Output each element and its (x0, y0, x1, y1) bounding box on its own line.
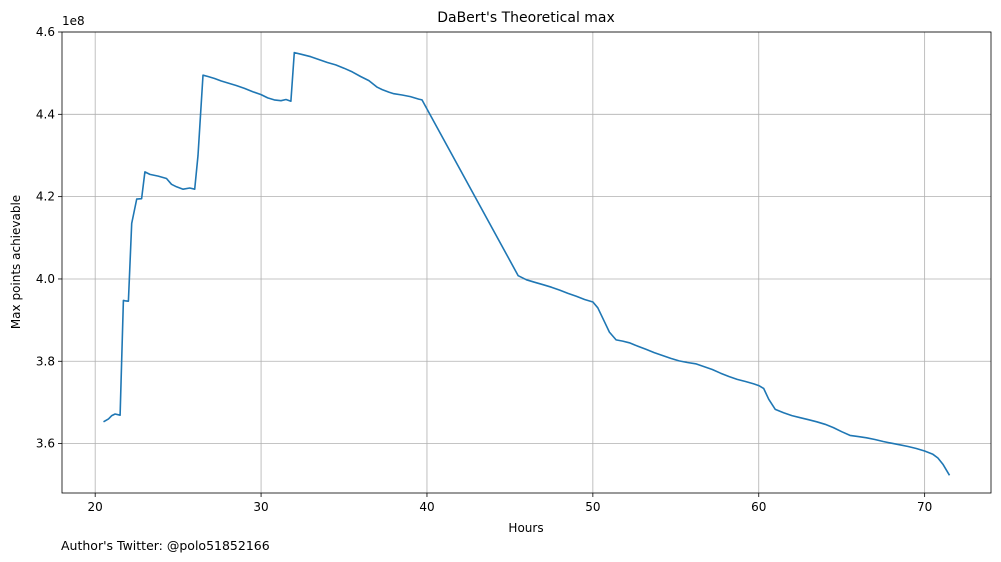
x-tick-label: 70 (917, 500, 932, 514)
y-tick-label: 4.2 (36, 190, 55, 204)
y-tick-label: 4.0 (36, 272, 55, 286)
y-axis-offset-label: 1e8 (62, 14, 85, 28)
y-tick-label: 3.6 (36, 437, 55, 451)
x-tick-label: 40 (419, 500, 434, 514)
y-tick-label: 3.8 (36, 354, 55, 368)
y-tick-label: 4.4 (36, 107, 55, 121)
chart-title: DaBert's Theoretical max (437, 10, 615, 26)
x-tick-label: 30 (253, 500, 268, 514)
series-line (103, 51, 951, 476)
plot-frame (61, 31, 992, 494)
x-axis-ticks: 20 30 40 50 60 70 (88, 493, 932, 514)
author-credit: Author's Twitter: @polo51852166 (61, 538, 270, 553)
x-tick-label: 60 (751, 500, 766, 514)
y-axis-title: Max points achievable (9, 195, 23, 329)
x-tick-label: 50 (585, 500, 600, 514)
y-tick-label: 4.6 (36, 25, 55, 39)
y-axis-ticks: 3.6 3.8 4.0 4.2 4.4 4.6 (36, 25, 62, 451)
x-tick-label: 20 (88, 500, 103, 514)
x-axis-title: Hours (508, 521, 543, 535)
x-gridlines (94, 32, 926, 493)
